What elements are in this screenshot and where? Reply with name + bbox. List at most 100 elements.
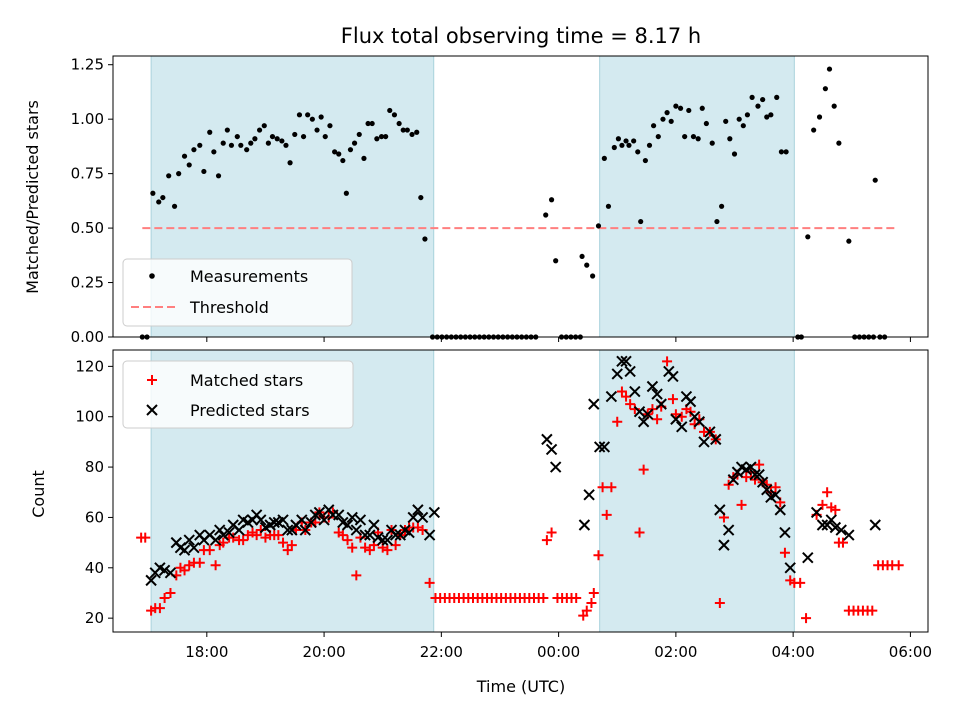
measurement-point [736, 116, 742, 122]
measurement-point [774, 94, 780, 100]
legend-bottom: Matched stars Predicted stars [122, 360, 354, 429]
predicted-star-point [598, 441, 611, 453]
top-y-axis-label: Matched/Predicted stars [23, 100, 42, 294]
legend-threshold-label: Threshold [189, 298, 269, 317]
measurement-point [731, 151, 738, 157]
matched-star-point [822, 487, 833, 498]
predicted-star-point [816, 519, 829, 531]
measurement-point [619, 142, 625, 148]
y-tick-label: 80 [85, 458, 104, 476]
measurement-point [252, 136, 258, 142]
measurement-point [579, 253, 585, 260]
measurement-point [318, 114, 324, 120]
predicted-star-point [209, 534, 222, 546]
measurement-point [224, 127, 230, 133]
measurement-point [631, 138, 637, 144]
measurement-point [601, 155, 607, 161]
measurement-point [740, 123, 746, 129]
predicted-star-point [377, 534, 389, 546]
predicted-star-point [341, 519, 354, 531]
predicted-star-point [277, 514, 289, 526]
measurement-point [396, 120, 402, 127]
measurement-point [822, 86, 828, 92]
matched-star-point [210, 560, 221, 571]
measurement-point [682, 133, 688, 140]
measurement-point [673, 103, 679, 109]
y-tick-label: 1.00 [71, 110, 104, 128]
matched-star-point [593, 550, 604, 561]
measurement-point [642, 157, 648, 164]
measurement-point [872, 177, 878, 183]
predicted-star-point [761, 484, 773, 496]
measurement-point [234, 133, 240, 140]
matched-star-point [588, 587, 599, 598]
predicted-star-point [835, 524, 847, 536]
measurement-point [265, 140, 271, 146]
matched-star-point [165, 587, 176, 598]
predicted-star-point [655, 398, 667, 410]
measurement-point [699, 105, 705, 111]
legend-box [122, 258, 353, 327]
measurement-point [186, 162, 192, 168]
measurement-point [248, 140, 254, 146]
legend-matched-label: Matched stars [190, 371, 303, 390]
matched-star-point [770, 482, 781, 493]
matched-star-point [741, 472, 752, 483]
chart-title: Flux total observing time = 8.17 h [341, 24, 701, 48]
measurement-point [279, 138, 285, 144]
y-tick-label: 0.75 [71, 165, 104, 183]
measurement-point [269, 133, 276, 140]
measurement-point [626, 142, 632, 148]
matched-star-point [625, 399, 636, 410]
measurement-point [719, 203, 725, 209]
bottom-y-axis-label: Count [29, 470, 48, 518]
measurement-point [361, 155, 367, 161]
matched-star-point [204, 545, 215, 556]
measurement-point [805, 234, 811, 240]
measurement-point [723, 118, 729, 124]
measurement-point [374, 136, 380, 142]
measurement-point [171, 203, 178, 209]
measurement-point [197, 142, 203, 148]
predicted-star-point [774, 504, 786, 516]
measurement-point [703, 120, 709, 127]
predicted-star-point [346, 511, 358, 524]
legend-matched-marker [147, 375, 157, 385]
predicted-star-point [646, 380, 659, 393]
matched-star-point [662, 356, 673, 367]
measurement-point [176, 171, 182, 177]
y-tick-label: 0.25 [71, 274, 104, 292]
measurement-point [356, 131, 362, 138]
measurement-point [156, 199, 162, 205]
measurement-point [378, 133, 385, 140]
measurement-point [274, 136, 280, 142]
measurement-point [646, 142, 653, 148]
predicted-star-point [593, 441, 606, 453]
matched-star-point [830, 504, 841, 515]
measurement-point [543, 212, 549, 218]
measurement-point [150, 190, 156, 196]
predicted-star-point [368, 519, 380, 531]
predicted-star-point [718, 539, 730, 551]
measurement-point [783, 149, 789, 155]
predicted-star-point [624, 365, 636, 378]
measurement-point [422, 236, 428, 242]
measurement-point [365, 120, 371, 127]
measurement-point [351, 140, 358, 146]
matched-star-point [238, 535, 249, 546]
measurement-point [211, 149, 217, 155]
matched-star-point [597, 482, 608, 493]
measurement-point [778, 149, 785, 155]
measurement-point [584, 262, 590, 268]
measurement-point [548, 197, 555, 203]
measurement-point [690, 133, 697, 140]
matched-star-point [761, 479, 772, 490]
measurement-point [287, 160, 293, 166]
matched-star-point [606, 482, 617, 493]
predicted-star-point [296, 514, 308, 526]
matched-star-point [347, 542, 358, 553]
predicted-star-point [684, 395, 697, 408]
predicted-star-point [350, 524, 363, 536]
y-tick-label: 1.25 [71, 56, 104, 74]
matched-star-point [754, 459, 765, 470]
